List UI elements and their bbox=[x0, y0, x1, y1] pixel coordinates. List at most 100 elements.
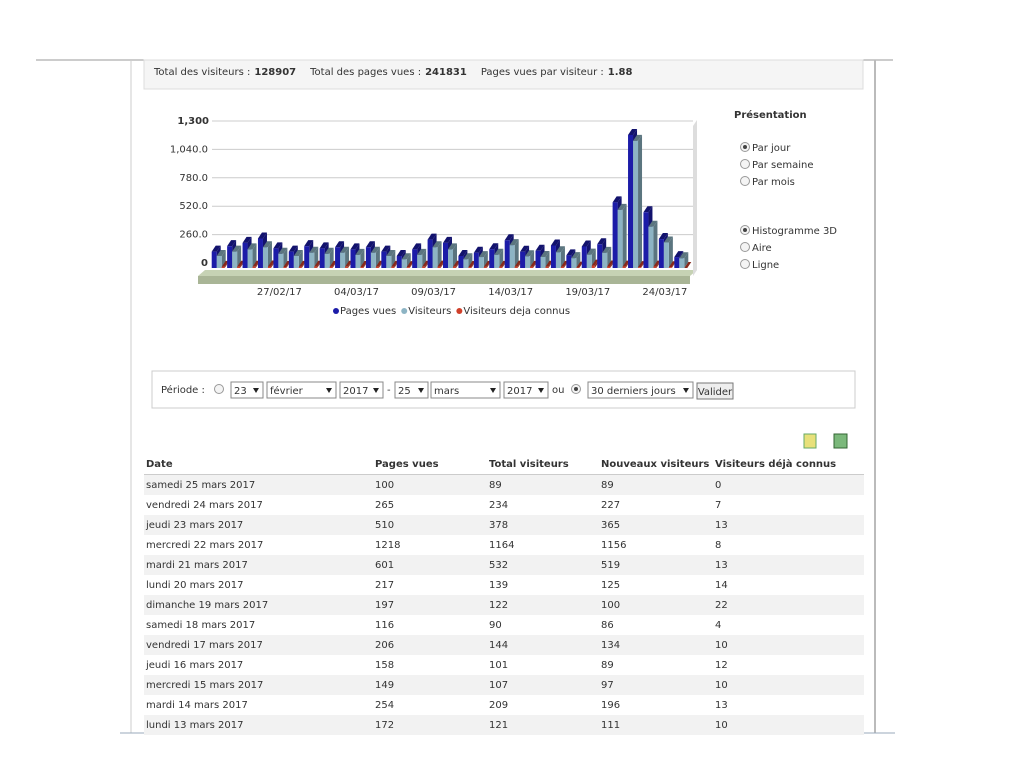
table-cell: 10 bbox=[715, 640, 728, 651]
table-cell: 116 bbox=[375, 620, 394, 631]
bar bbox=[221, 266, 225, 268]
bar-side bbox=[437, 241, 442, 268]
select-arrow bbox=[253, 388, 259, 393]
select[interactable] bbox=[503, 381, 549, 399]
radio[interactable] bbox=[740, 176, 750, 186]
table-cell: 97 bbox=[601, 680, 614, 691]
table-cell: 144 bbox=[489, 640, 508, 651]
table-header: Nouveaux visiteurs bbox=[601, 459, 709, 470]
bar bbox=[401, 259, 407, 268]
radio[interactable] bbox=[740, 259, 750, 269]
select[interactable] bbox=[339, 381, 384, 399]
y-tick-label: 1,040.0 bbox=[170, 144, 208, 155]
bar bbox=[412, 249, 418, 268]
radio-dot[interactable] bbox=[743, 228, 747, 232]
radio-dot[interactable] bbox=[743, 145, 747, 149]
bar bbox=[427, 239, 433, 268]
select-arrow bbox=[490, 388, 496, 393]
bar bbox=[375, 266, 379, 268]
table-cell: 12 bbox=[715, 660, 728, 671]
table-cell: 107 bbox=[489, 680, 508, 691]
bar-top bbox=[448, 243, 457, 250]
bar-top bbox=[375, 260, 383, 267]
bar bbox=[628, 134, 634, 268]
bar bbox=[355, 254, 361, 268]
bar-top bbox=[216, 249, 226, 256]
x-tick-label: 04/03/17 bbox=[334, 287, 379, 298]
select[interactable] bbox=[394, 381, 429, 399]
select-value: 30 derniers jours bbox=[591, 386, 676, 397]
bar-top bbox=[221, 260, 229, 267]
table-cell: 111 bbox=[601, 720, 620, 731]
bar-top bbox=[257, 232, 267, 239]
select[interactable] bbox=[587, 381, 694, 399]
stat-label: Total des visiteurs : bbox=[153, 67, 250, 78]
table-cell: 227 bbox=[601, 500, 620, 511]
button[interactable] bbox=[696, 382, 734, 400]
select[interactable] bbox=[430, 381, 501, 399]
export-pdf[interactable] bbox=[803, 433, 817, 449]
radio[interactable] bbox=[214, 384, 224, 394]
table-cell: 8 bbox=[715, 540, 721, 551]
select-arrow bbox=[326, 388, 332, 393]
table-cell: 172 bbox=[375, 720, 394, 731]
bar bbox=[463, 259, 469, 268]
bar bbox=[345, 266, 349, 268]
bar bbox=[365, 247, 371, 268]
bar-side bbox=[483, 251, 488, 268]
table-cell: 365 bbox=[601, 520, 620, 531]
table-cell: 13 bbox=[715, 560, 728, 571]
radio[interactable] bbox=[740, 242, 750, 252]
bar bbox=[591, 265, 595, 268]
bar-top bbox=[237, 260, 245, 267]
table-cell: 265 bbox=[375, 500, 394, 511]
table-cell: jeudi 23 mars 2017 bbox=[145, 520, 243, 531]
bar bbox=[555, 252, 561, 268]
export-icons[interactable] bbox=[803, 433, 848, 449]
bar-top bbox=[504, 234, 514, 241]
bar bbox=[247, 249, 253, 268]
radio[interactable] bbox=[740, 159, 750, 169]
bar-top bbox=[494, 248, 504, 255]
bar bbox=[391, 266, 395, 268]
y-tick-label: 520.0 bbox=[179, 201, 208, 212]
table-cell: 139 bbox=[489, 580, 508, 591]
table-cell: lundi 13 mars 2017 bbox=[146, 720, 243, 731]
row-stripe bbox=[144, 635, 864, 655]
bar bbox=[335, 247, 341, 268]
bar bbox=[520, 251, 526, 268]
bar-top bbox=[643, 206, 653, 213]
radio-dot[interactable] bbox=[574, 387, 578, 391]
bar bbox=[448, 249, 453, 268]
bar-side bbox=[267, 241, 272, 268]
bar bbox=[617, 209, 623, 268]
bar-top bbox=[509, 239, 519, 246]
bar-top bbox=[540, 250, 550, 257]
bar-top bbox=[422, 260, 430, 267]
row-stripe bbox=[144, 715, 864, 735]
table-cell: 0 bbox=[715, 480, 721, 491]
table-cell: 601 bbox=[375, 560, 394, 571]
bar bbox=[566, 255, 572, 268]
row-stripe bbox=[144, 475, 864, 495]
bar-top bbox=[288, 245, 298, 252]
bar-top bbox=[581, 240, 591, 247]
bar bbox=[597, 244, 603, 268]
bar bbox=[499, 266, 503, 268]
chart-floor-top bbox=[198, 270, 697, 276]
select-value: mars bbox=[434, 386, 459, 397]
export-excel[interactable] bbox=[833, 433, 848, 449]
bar-side bbox=[406, 253, 411, 268]
select[interactable] bbox=[266, 381, 337, 399]
bar bbox=[396, 255, 402, 268]
bar bbox=[658, 239, 664, 268]
bar bbox=[586, 254, 592, 268]
select[interactable] bbox=[230, 381, 264, 399]
bar-top bbox=[329, 260, 337, 267]
table-cell: 209 bbox=[489, 700, 508, 711]
bar-top bbox=[499, 260, 507, 267]
bar bbox=[232, 251, 238, 268]
bar-top bbox=[648, 220, 658, 227]
table-cell: 206 bbox=[375, 640, 394, 651]
table-cell: 134 bbox=[601, 640, 620, 651]
